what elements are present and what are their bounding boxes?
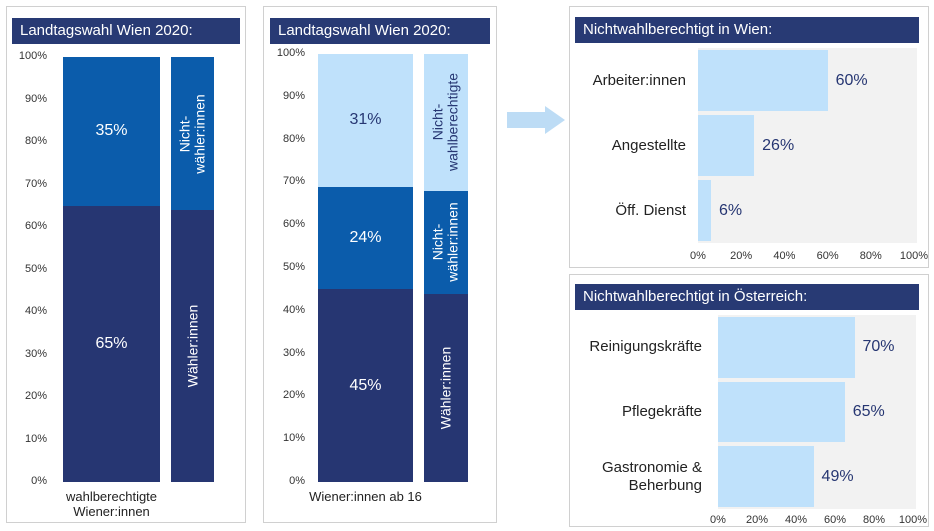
x-tick-label: 40%: [784, 514, 808, 526]
x-tick-label: 80%: [862, 514, 886, 526]
y-tick-label: 90%: [282, 89, 305, 102]
x-tick-label: 0%: [690, 250, 706, 262]
x-tick-label: 0%: [710, 514, 726, 526]
y-tick-label: 30%: [282, 346, 305, 359]
y-tick-label: 70%: [24, 177, 47, 190]
x-tick-label: 40%: [773, 250, 796, 262]
bar: [718, 317, 855, 378]
bar-segment: [424, 190, 468, 294]
category-label: Angestellte: [611, 136, 686, 154]
data-label: 6%: [718, 201, 743, 219]
y-tick-label: 20%: [282, 389, 305, 402]
x-tick-label: 60%: [816, 250, 839, 262]
series-label: Nicht-wahlberechtigte: [429, 73, 461, 172]
data-label: 31%: [349, 111, 382, 129]
y-tick-label: 100%: [18, 50, 47, 62]
y-tick-label: 40%: [24, 305, 47, 317]
arrow-shape: [507, 106, 565, 134]
data-label: 60%: [835, 71, 868, 89]
data-label: 49%: [821, 467, 854, 485]
y-tick-label: 100%: [276, 47, 305, 59]
y-tick-label: 0%: [31, 475, 47, 487]
bar: [718, 381, 845, 443]
bar-segment: [63, 205, 160, 482]
x-tick-label: wahlberechtigte Wiener:innen: [65, 489, 158, 519]
x-tick-label: 100%: [899, 250, 929, 262]
bar: [718, 446, 814, 507]
bar: [698, 180, 711, 241]
y-tick-label: 90%: [24, 92, 47, 105]
x-tick-label: 80%: [859, 250, 882, 262]
y-tick-label: 20%: [24, 390, 47, 402]
data-label: 70%: [862, 338, 895, 356]
bar-segment: [424, 293, 468, 482]
data-label: 35%: [95, 122, 128, 140]
y-tick-label: 10%: [24, 432, 47, 445]
y-tick-label: 80%: [282, 132, 305, 145]
data-label: 65%: [95, 334, 128, 352]
chart-title: Landtagswahl Wien 2020:: [270, 18, 490, 44]
bar-segment: [171, 210, 214, 482]
y-tick-label: 0%: [289, 475, 305, 487]
bar: [698, 115, 755, 176]
bar-segment: [424, 54, 468, 191]
category-label: Reinigungskräfte: [589, 338, 702, 356]
bar: [698, 50, 828, 111]
series-label: Wähler:innen: [437, 346, 454, 430]
bar-segment: [171, 57, 214, 210]
y-tick-label: 70%: [282, 175, 305, 188]
x-tick-label: 20%: [730, 250, 753, 262]
series-label: Wähler:innen: [183, 304, 200, 388]
series-label: Nicht-wähler:innen: [429, 202, 461, 283]
y-tick-label: 40%: [282, 303, 305, 316]
x-tick-label: 100%: [898, 514, 928, 526]
y-tick-label: 80%: [24, 135, 47, 147]
chart-title: Nichtwahlberechtigt in Österreich:: [575, 284, 919, 310]
x-tick-label: 60%: [823, 514, 847, 526]
category-label: Arbeiter:innen: [592, 71, 686, 89]
data-label: 26%: [762, 136, 795, 154]
y-tick-label: 50%: [24, 262, 47, 275]
x-tick-label: Wiener:innen ab 16: [309, 489, 422, 504]
y-tick-label: 60%: [282, 218, 305, 231]
chart-title: Landtagswahl Wien 2020:: [12, 18, 240, 44]
y-tick-label: 30%: [24, 347, 47, 360]
series-label: Nicht-wähler:innen: [176, 93, 208, 174]
chart-title: Nichtwahlberechtigt in Wien:: [575, 17, 919, 43]
y-tick-label: 60%: [24, 220, 47, 232]
bar-segment: [318, 289, 413, 482]
y-tick-label: 10%: [282, 432, 305, 445]
data-label: 45%: [349, 376, 382, 394]
category-label: Gastronomie & Beherbung: [601, 458, 702, 494]
bar-segment: [318, 54, 413, 187]
y-tick-label: 50%: [282, 261, 305, 273]
bar-segment: [63, 57, 160, 206]
category-label: Öff. Dienst: [615, 201, 686, 219]
category-label: Pflegekräfte: [621, 403, 702, 420]
data-label: 65%: [852, 403, 885, 420]
x-tick-label: 20%: [745, 514, 769, 526]
arrow: [507, 106, 565, 134]
data-label: 24%: [349, 229, 382, 247]
bar-segment: [318, 186, 413, 290]
